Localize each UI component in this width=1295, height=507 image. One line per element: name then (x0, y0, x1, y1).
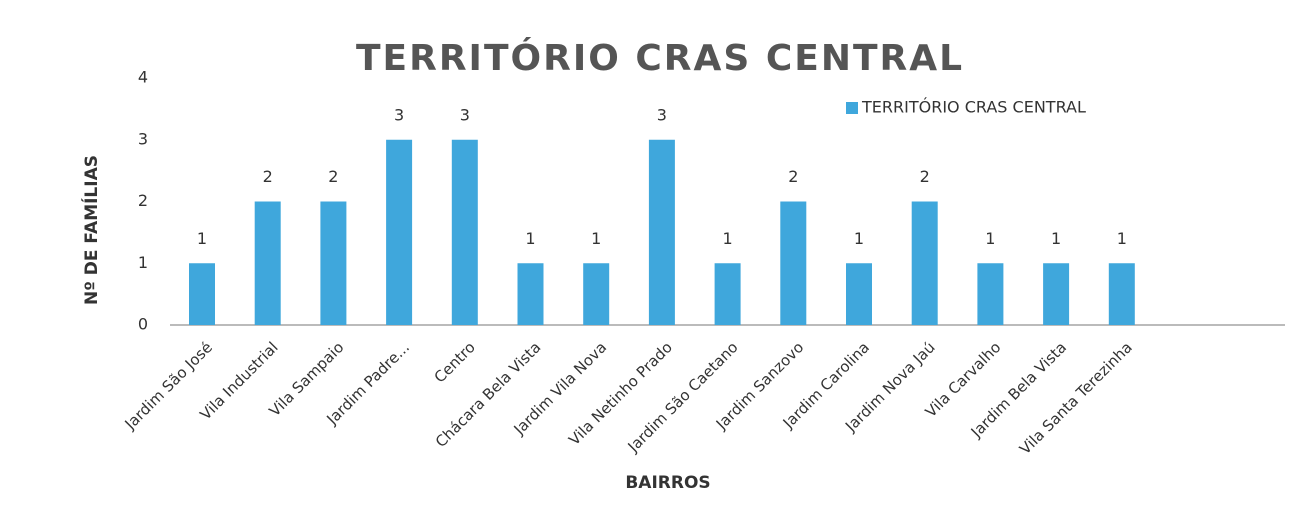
bar (714, 263, 741, 325)
bar (846, 263, 872, 325)
chart-title: TERRITÓRIO CRAS CENTRAL (356, 37, 964, 79)
data-label: 1 (1051, 229, 1061, 248)
y-tick-label: 1 (138, 253, 148, 272)
data-label: 2 (328, 167, 338, 186)
y-tick-label: 4 (138, 68, 148, 87)
data-label: 3 (460, 105, 470, 124)
data-label: 1 (591, 229, 601, 248)
x-axis-title: BAIRROS (625, 473, 710, 493)
y-tick-label: 2 (138, 191, 148, 210)
data-label: 1 (723, 229, 733, 248)
bar (1108, 263, 1135, 325)
bar (1043, 263, 1070, 325)
bar (386, 139, 413, 325)
bar (977, 263, 1004, 325)
bar (320, 201, 347, 325)
data-label: 1 (1117, 229, 1127, 248)
y-tick-label: 0 (138, 315, 148, 334)
bar (517, 263, 544, 325)
data-label: 2 (788, 167, 798, 186)
data-label: 1 (525, 229, 535, 248)
legend-label: TERRITÓRIO CRAS CENTRAL (861, 98, 1086, 117)
y-axis-title: Nº DE FAMÍLIAS (80, 155, 102, 305)
bar (911, 201, 938, 325)
data-label: 3 (657, 105, 667, 124)
data-label: 1 (854, 229, 864, 248)
data-label: 2 (263, 167, 273, 186)
data-label: 1 (985, 229, 995, 248)
bar (780, 201, 807, 325)
bar (254, 201, 281, 325)
bar (583, 263, 610, 325)
bar (451, 139, 478, 325)
data-label: 3 (394, 105, 404, 124)
y-tick-label: 3 (138, 129, 148, 148)
legend-swatch (846, 102, 858, 114)
bar (189, 263, 215, 325)
data-label: 2 (920, 167, 930, 186)
bar (648, 139, 675, 325)
data-label: 1 (197, 229, 207, 248)
